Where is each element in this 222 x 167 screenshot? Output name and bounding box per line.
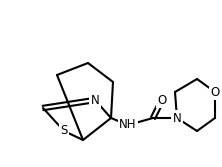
Text: O: O [210, 86, 220, 99]
Text: O: O [157, 94, 167, 107]
Text: S: S [60, 125, 68, 137]
Text: N: N [91, 94, 99, 107]
Text: NH: NH [119, 119, 137, 131]
Text: N: N [173, 112, 181, 125]
